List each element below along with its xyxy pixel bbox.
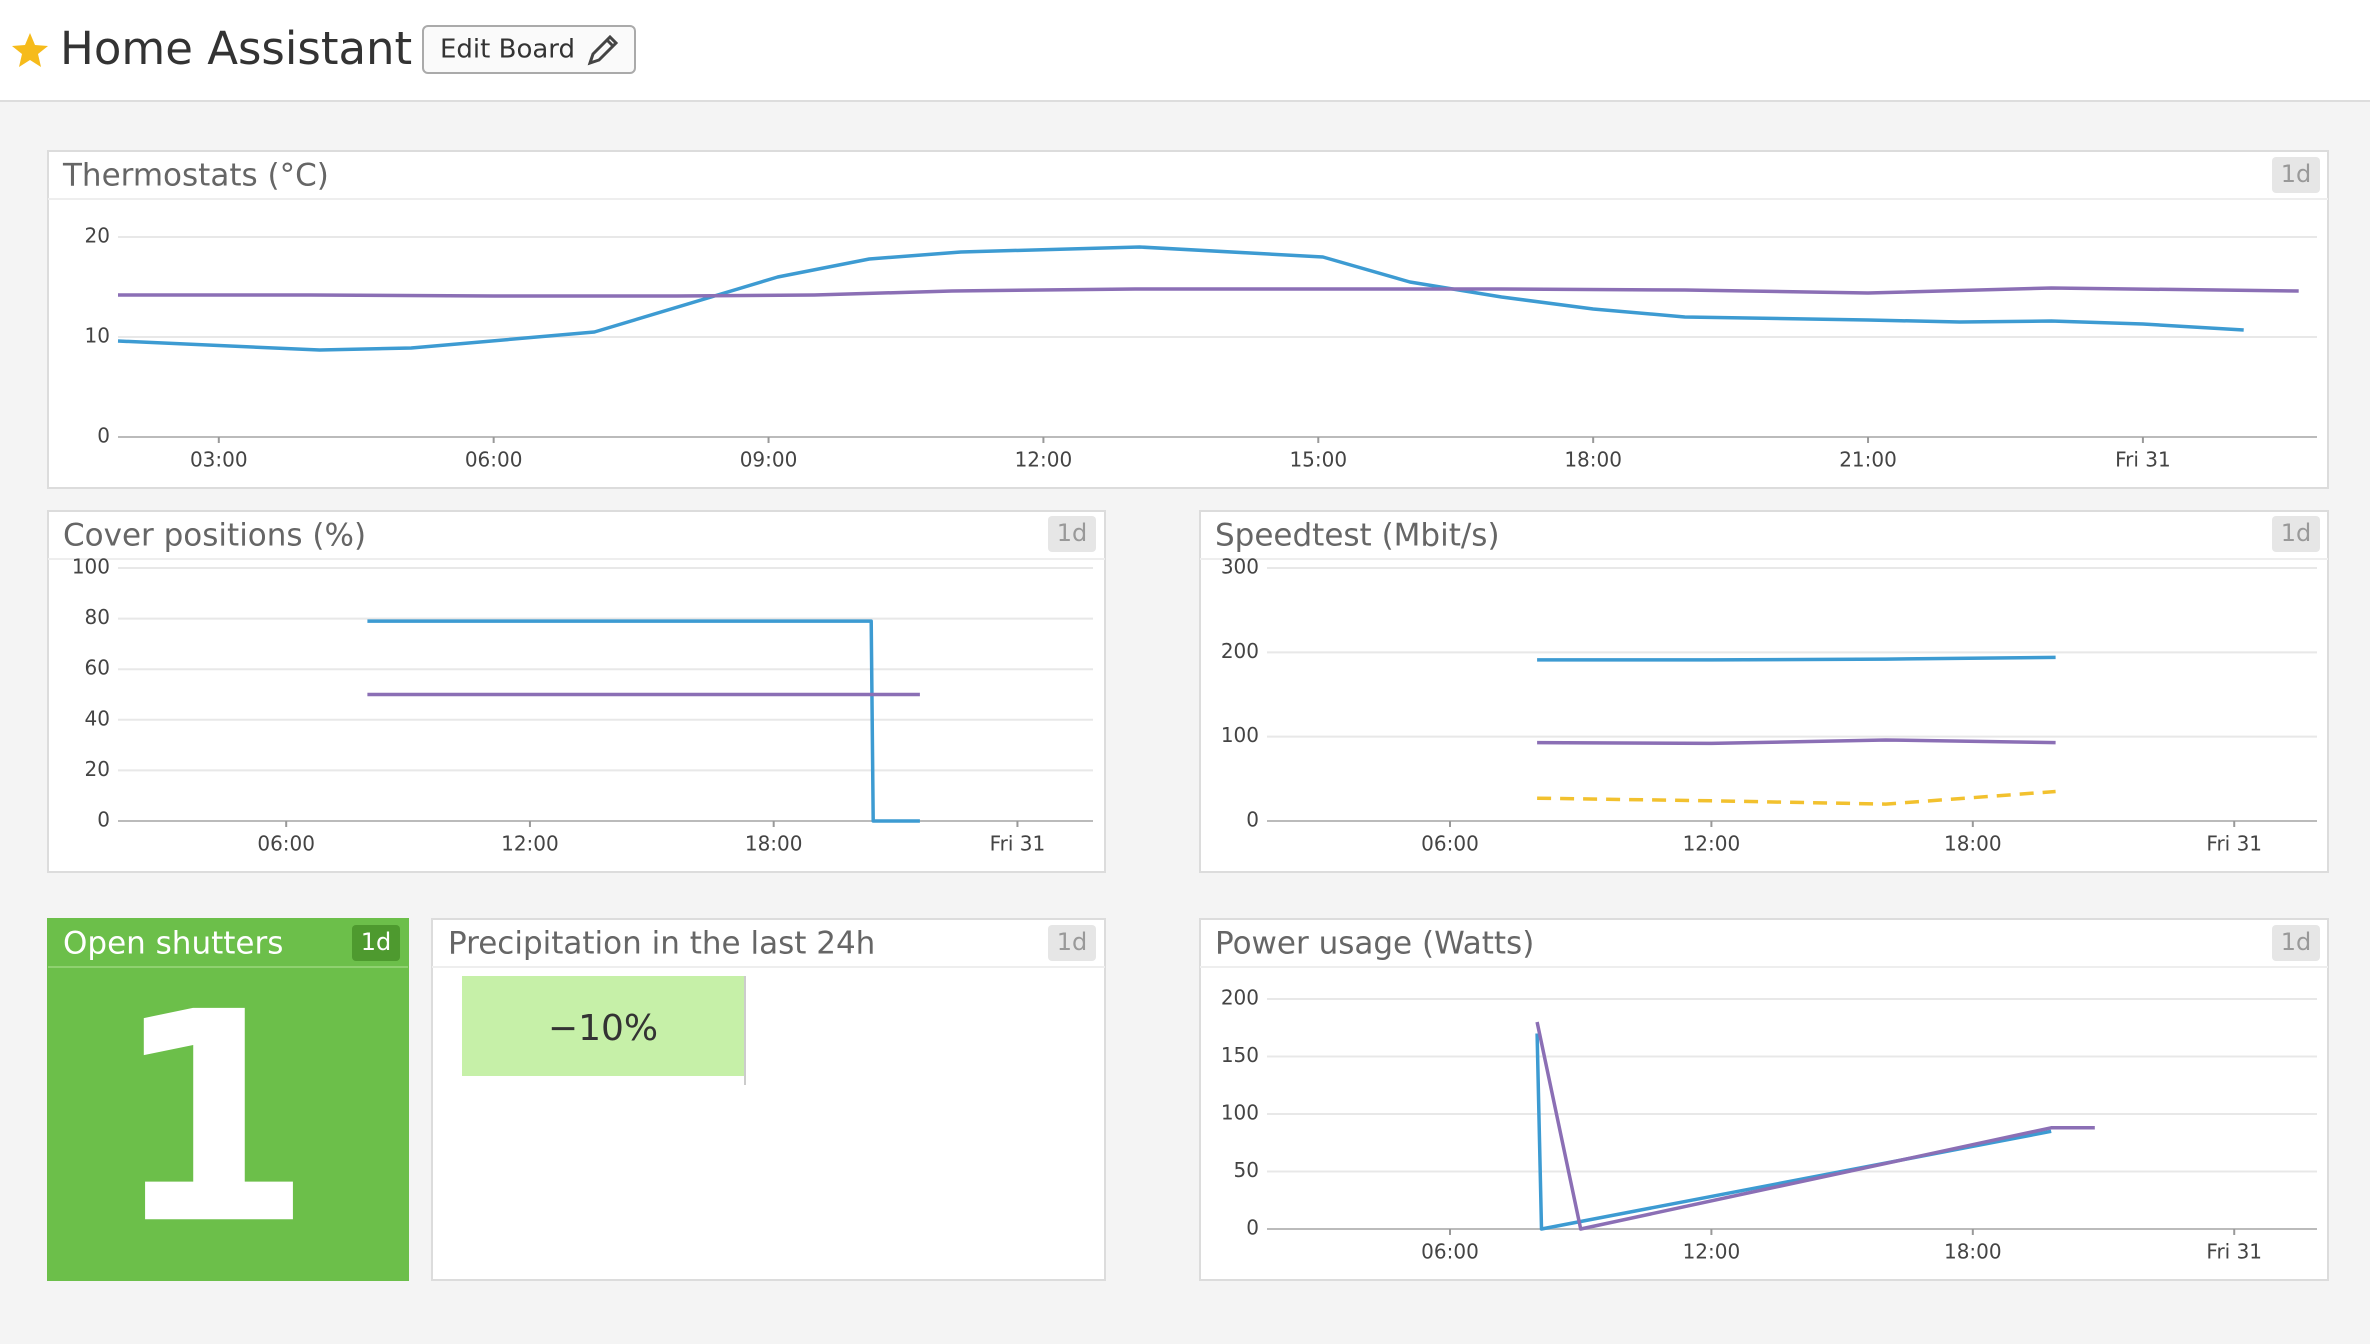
card-title: Thermostats (°C)	[62, 158, 329, 194]
counter-value: 1	[111, 951, 313, 1288]
y-tick-label: 0	[97, 808, 110, 832]
app-title: Home Assistant	[60, 22, 412, 75]
x-tick-label: 12:00	[1683, 1240, 1741, 1264]
card-title: Speedtest (Mbit/s)	[1215, 518, 1500, 554]
series-line	[118, 286, 2299, 298]
x-tick-label: 09:00	[740, 448, 798, 472]
range-badge	[1048, 925, 1096, 961]
range-badge	[2272, 925, 2320, 961]
precipitation-value: −10%	[548, 1008, 658, 1049]
y-tick-label: 200	[1221, 639, 1259, 663]
card	[47, 510, 1106, 873]
series-line	[117, 245, 2244, 352]
x-tick-label: 18:00	[745, 832, 803, 856]
series-line	[1535, 1021, 2095, 1231]
card-title: Open shutters	[63, 926, 283, 962]
card	[1199, 918, 2329, 1281]
y-tick-label: 0	[1246, 1216, 1259, 1240]
series-line	[1537, 789, 2056, 806]
series-line	[1537, 655, 2056, 662]
x-tick-label: 18:00	[1944, 832, 2002, 856]
y-tick-label: 200	[1221, 986, 1259, 1010]
y-tick-label: 300	[1221, 555, 1259, 579]
range-badge	[1048, 516, 1096, 552]
button-frame[interactable]	[422, 25, 636, 74]
series-line	[1537, 738, 2056, 746]
x-tick-label: 18:00	[1944, 1240, 2002, 1264]
x-tick-label: 06:00	[465, 448, 523, 472]
y-tick-label: 0	[97, 424, 110, 448]
y-tick-label: 40	[85, 706, 110, 730]
series-line	[367, 619, 920, 823]
x-tick-label: 03:00	[190, 448, 248, 472]
y-tick-label: 60	[85, 656, 110, 680]
value-box	[462, 976, 745, 1076]
card-title: Precipitation in the last 24h	[448, 926, 875, 962]
button-label[interactable]: Edit Board	[440, 35, 575, 65]
range-badge-label: 1d	[1057, 519, 1088, 547]
x-tick-label: 18:00	[1564, 448, 1622, 472]
range-badge	[352, 925, 400, 961]
x-tick-label: 12:00	[1015, 448, 1073, 472]
y-tick-label: 100	[1221, 1101, 1259, 1125]
x-tick-label: 21:00	[1839, 448, 1897, 472]
x-tick-label: 12:00	[501, 832, 559, 856]
range-badge-label: 1d	[2281, 928, 2312, 956]
y-tick-label: 100	[1221, 723, 1259, 747]
y-tick-label: 20	[85, 224, 110, 248]
y-tick-label: 0	[1246, 808, 1259, 832]
y-tick-label: 20	[85, 757, 110, 781]
x-tick-label: Fri 31	[2115, 448, 2171, 472]
card	[47, 918, 409, 1281]
x-tick-label: 06:00	[257, 832, 315, 856]
x-tick-label: 06:00	[1421, 1240, 1479, 1264]
header-bar	[0, 0, 2370, 101]
range-badge	[2272, 157, 2320, 193]
card	[1199, 510, 2329, 873]
x-tick-label: 06:00	[1421, 832, 1479, 856]
x-tick-label: 12:00	[1683, 832, 1741, 856]
pencil-icon[interactable]	[587, 34, 619, 66]
card	[431, 918, 1106, 1281]
y-tick-label: 80	[85, 605, 110, 629]
edit-board-button[interactable]: Edit Board	[422, 25, 636, 74]
y-tick-label: 100	[72, 555, 110, 579]
range-badge-label: 1d	[361, 928, 392, 956]
range-badge-label: 1d	[2281, 160, 2312, 188]
x-tick-label: 15:00	[1289, 448, 1347, 472]
x-tick-label: Fri 31	[2206, 832, 2262, 856]
card-title: Cover positions (%)	[63, 518, 366, 554]
range-badge-label: 1d	[2281, 519, 2312, 547]
y-tick-label: 50	[1234, 1158, 1259, 1182]
range-badge	[2272, 516, 2320, 552]
y-tick-label: 10	[85, 324, 110, 348]
y-tick-label: 150	[1221, 1043, 1259, 1067]
card	[47, 150, 2329, 489]
range-badge-label: 1d	[1057, 928, 1088, 956]
x-tick-label: Fri 31	[990, 832, 1046, 856]
favorite-star[interactable]	[12, 33, 48, 67]
card-title: Power usage (Watts)	[1215, 926, 1534, 962]
x-tick-label: Fri 31	[2206, 1240, 2262, 1264]
